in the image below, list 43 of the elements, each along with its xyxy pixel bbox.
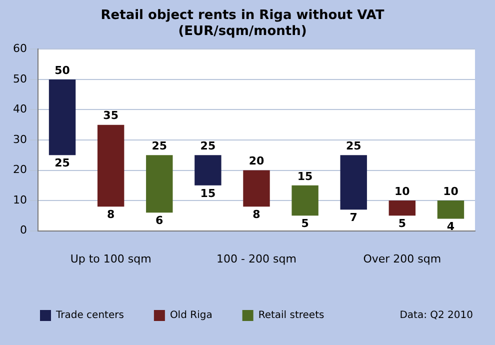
data-label: 25 <box>346 139 362 152</box>
y-tick-label: 50 <box>12 72 27 86</box>
bar <box>437 200 464 219</box>
annotation: 7 <box>350 210 358 224</box>
y-tick-label: 60 <box>12 42 27 56</box>
data-label: 25 <box>152 139 168 152</box>
annotation: 25 <box>54 156 70 170</box>
bar <box>388 200 416 216</box>
data-label: 20 <box>248 154 264 168</box>
bar <box>194 155 222 186</box>
bar <box>146 155 173 213</box>
bar <box>340 155 367 210</box>
data-label: 15 <box>297 170 313 183</box>
legend-label: Old Riga <box>170 310 212 322</box>
legend-label: Trade centers <box>55 310 124 322</box>
data-label: 25 <box>200 139 216 152</box>
text: Data: Q2 2010 <box>400 310 473 321</box>
chart-title: Retail object rents in Riga without VAT <box>100 8 384 24</box>
annotation: 5 <box>398 217 406 230</box>
legend-label: Retail streets <box>258 310 324 322</box>
annotation: 8 <box>252 208 260 221</box>
y-tick-label: 30 <box>12 132 27 146</box>
x-tick-label: 100 - 200 sqm <box>216 252 296 266</box>
data-label: 10 <box>443 184 459 198</box>
annotation: 4 <box>446 220 455 234</box>
y-tick-label: 10 <box>12 193 27 206</box>
data-label: 35 <box>103 109 118 122</box>
x-tick-label: Up to 100 sqm <box>70 252 152 266</box>
annotation: 8 <box>107 208 115 221</box>
data-label: 10 <box>394 184 410 198</box>
y-tick-label: 0 <box>20 224 27 237</box>
data-label: 50 <box>54 64 70 77</box>
bar <box>48 79 76 156</box>
y-tick-label: 20 <box>12 163 27 176</box>
bar <box>97 124 124 207</box>
annotation: 5 <box>301 217 309 230</box>
y-tick-label: 40 <box>12 102 27 116</box>
bar <box>292 185 318 216</box>
bar <box>243 170 270 207</box>
x-tick-label: Over 200 sqm <box>363 252 442 266</box>
annotation: 6 <box>156 214 164 227</box>
annotation: 15 <box>200 186 216 200</box>
chart-subtitle: (EUR/sqm/month) <box>178 24 307 39</box>
